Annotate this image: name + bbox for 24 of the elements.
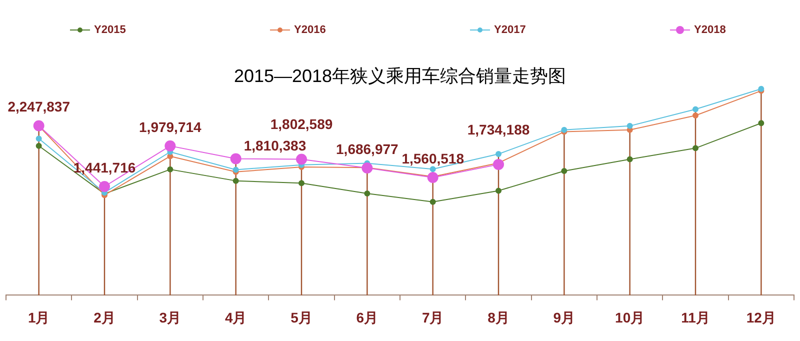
chart-title: 2015—2018年狭义乘用车综合销量走势图	[234, 66, 566, 86]
data-label: 1,979,714	[139, 118, 202, 135]
data-label: 1,686,977	[336, 140, 399, 157]
data-label: 1,802,589	[270, 116, 333, 132]
x-tick-label: 12月	[746, 309, 776, 326]
x-tick-label: 10月	[615, 309, 645, 326]
x-tick-label: 5月	[290, 309, 312, 326]
x-tick-label: 7月	[422, 309, 444, 326]
x-tick-label: 1月	[28, 309, 50, 326]
x-tick-label: 8月	[488, 309, 510, 326]
legend-label: Y2017	[494, 24, 526, 36]
data-label: 1,810,383	[244, 138, 306, 154]
data-label: 1,560,518	[402, 150, 464, 166]
data-label: 1,734,188	[467, 121, 530, 138]
legend-label: Y2015	[94, 24, 126, 36]
x-tick-label: 2月	[94, 309, 116, 326]
x-tick-label: 3月	[159, 309, 182, 326]
legend-label: Y2018	[694, 24, 726, 36]
data-label: 2,247,837	[8, 98, 70, 115]
x-tick-label: 4月	[224, 309, 247, 326]
x-tick-label: 9月	[553, 309, 576, 326]
x-tick-label: 11月	[681, 309, 710, 326]
x-tick-label: 6月	[356, 309, 378, 326]
legend-label: Y2016	[294, 24, 326, 36]
